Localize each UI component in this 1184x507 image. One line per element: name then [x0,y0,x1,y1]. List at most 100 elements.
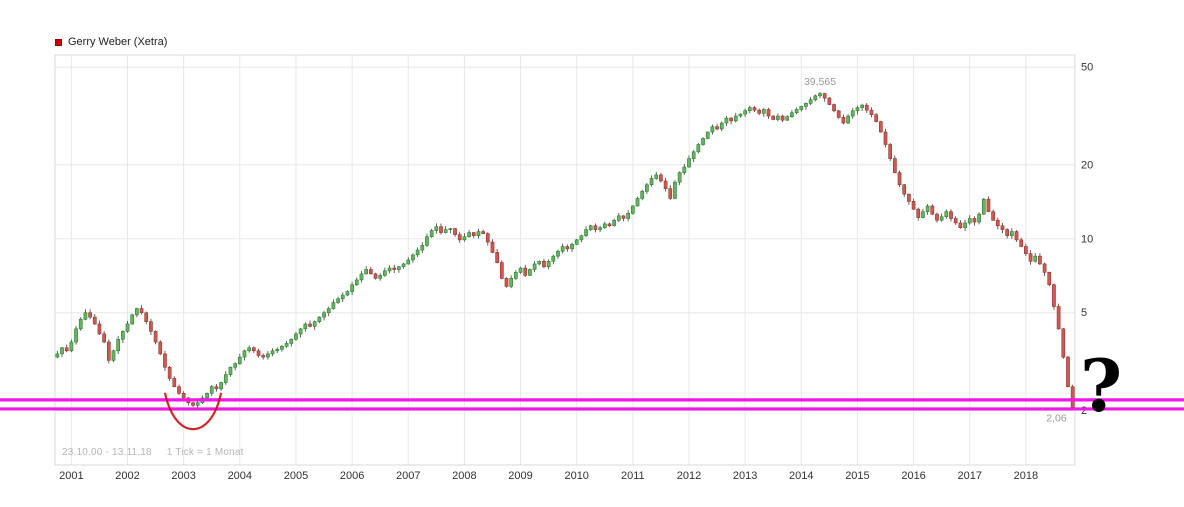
candle [317,316,322,324]
candle [121,330,125,343]
candle [827,97,832,106]
candle [1061,327,1066,359]
candle [354,277,359,286]
candle [490,239,495,254]
candle [167,365,172,382]
candle [64,344,69,353]
candle [836,109,841,119]
candle [130,313,135,325]
candle [878,120,883,133]
candle [163,350,167,371]
candle [420,242,425,254]
candle [359,271,364,283]
candle [177,384,181,396]
candle [668,185,673,200]
candle [1005,228,1009,239]
candle [584,226,588,237]
x-axis-label: 2012 [677,470,701,482]
candle [495,248,499,264]
candle [471,231,476,238]
candle [607,222,612,227]
candle [1052,283,1056,310]
candle [682,163,687,175]
candle [888,142,893,161]
candle [958,220,963,229]
plot-frame [54,54,1076,466]
x-axis-label: 2015 [845,470,869,482]
candle [1019,237,1024,248]
candle [345,290,350,297]
candle [654,171,659,180]
candle [593,223,598,233]
candle [504,277,509,288]
candle [701,137,705,146]
candle [266,351,270,360]
candle [74,325,78,345]
candle [850,108,855,119]
candle [542,258,546,269]
candle [883,128,888,148]
legend: Gerry Weber (Xetra) [55,36,167,48]
candle [144,311,149,325]
candle [579,234,584,243]
arc-annotation [163,392,223,431]
candle [237,353,242,365]
y-axis-label: 50 [1081,62,1093,74]
x-axis-label: 2001 [59,470,83,482]
candle [476,228,481,239]
candle [83,309,88,321]
candle [312,320,317,330]
grid [55,55,1075,465]
x-axis-label: 2014 [789,470,813,482]
candle [598,225,602,233]
candle [326,306,331,317]
candle [406,257,411,265]
candle [780,114,785,122]
candle [949,209,953,222]
candle [972,216,977,226]
candle [528,268,532,276]
candle [902,183,907,197]
candle [69,339,74,353]
candle [481,229,485,235]
candle [556,249,560,259]
candle [378,273,383,281]
candle [411,253,415,263]
candle [453,227,457,237]
y-axis: 50 20 10 5 2 [1081,62,1093,417]
candle [747,105,752,114]
max-price-label: 39,565 [804,76,836,88]
candle [368,266,373,275]
candle [733,112,738,123]
last-price-label: 2,06 [1046,412,1067,424]
candle [663,177,668,192]
candle [916,207,921,221]
candle [635,196,640,207]
candle [308,320,312,328]
candle [621,215,626,222]
candle [518,266,523,274]
candle [967,215,972,225]
candle [457,231,462,243]
candle [537,260,542,266]
candle [397,265,401,273]
candle [991,209,995,221]
candle [434,223,439,234]
y-axis-label: 10 [1081,233,1093,245]
candle [383,267,387,277]
candle [223,371,228,385]
candle [930,204,935,216]
candle [415,247,420,258]
candle [429,228,434,238]
y-axis-label: 2 [1081,405,1087,417]
candle [284,341,289,348]
candle [588,224,593,232]
candle [921,208,925,219]
x-axis-label: 2011 [621,470,645,482]
x-axis-label: 2009 [508,470,532,482]
candle [1014,229,1019,242]
candle [153,330,158,345]
candle [911,198,916,210]
candle [97,320,102,335]
